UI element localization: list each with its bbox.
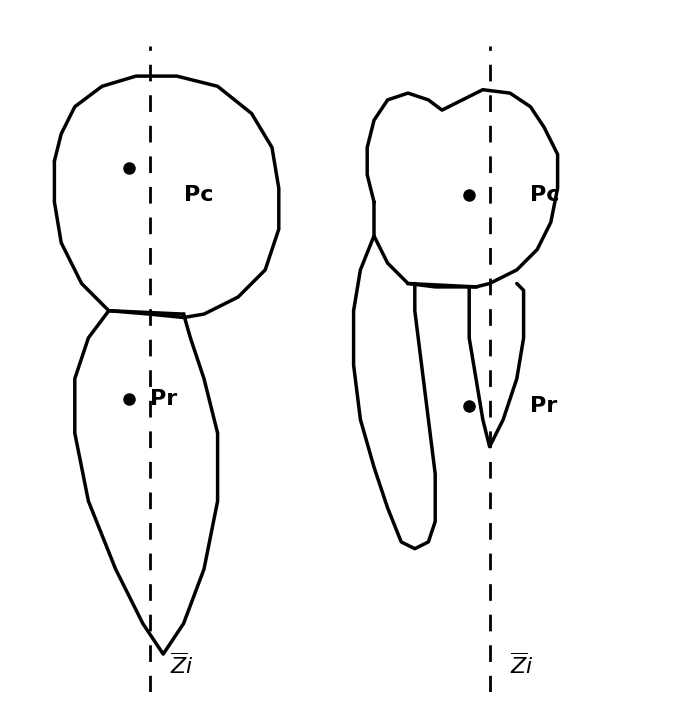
Text: $\overline{Z}i$: $\overline{Z}i$ bbox=[510, 652, 534, 678]
Text: Pr: Pr bbox=[530, 396, 558, 416]
Text: Pc: Pc bbox=[530, 185, 560, 205]
Text: Pc: Pc bbox=[184, 185, 213, 205]
Text: $\overline{Z}i$: $\overline{Z}i$ bbox=[170, 652, 194, 678]
Text: Pr: Pr bbox=[150, 389, 177, 409]
